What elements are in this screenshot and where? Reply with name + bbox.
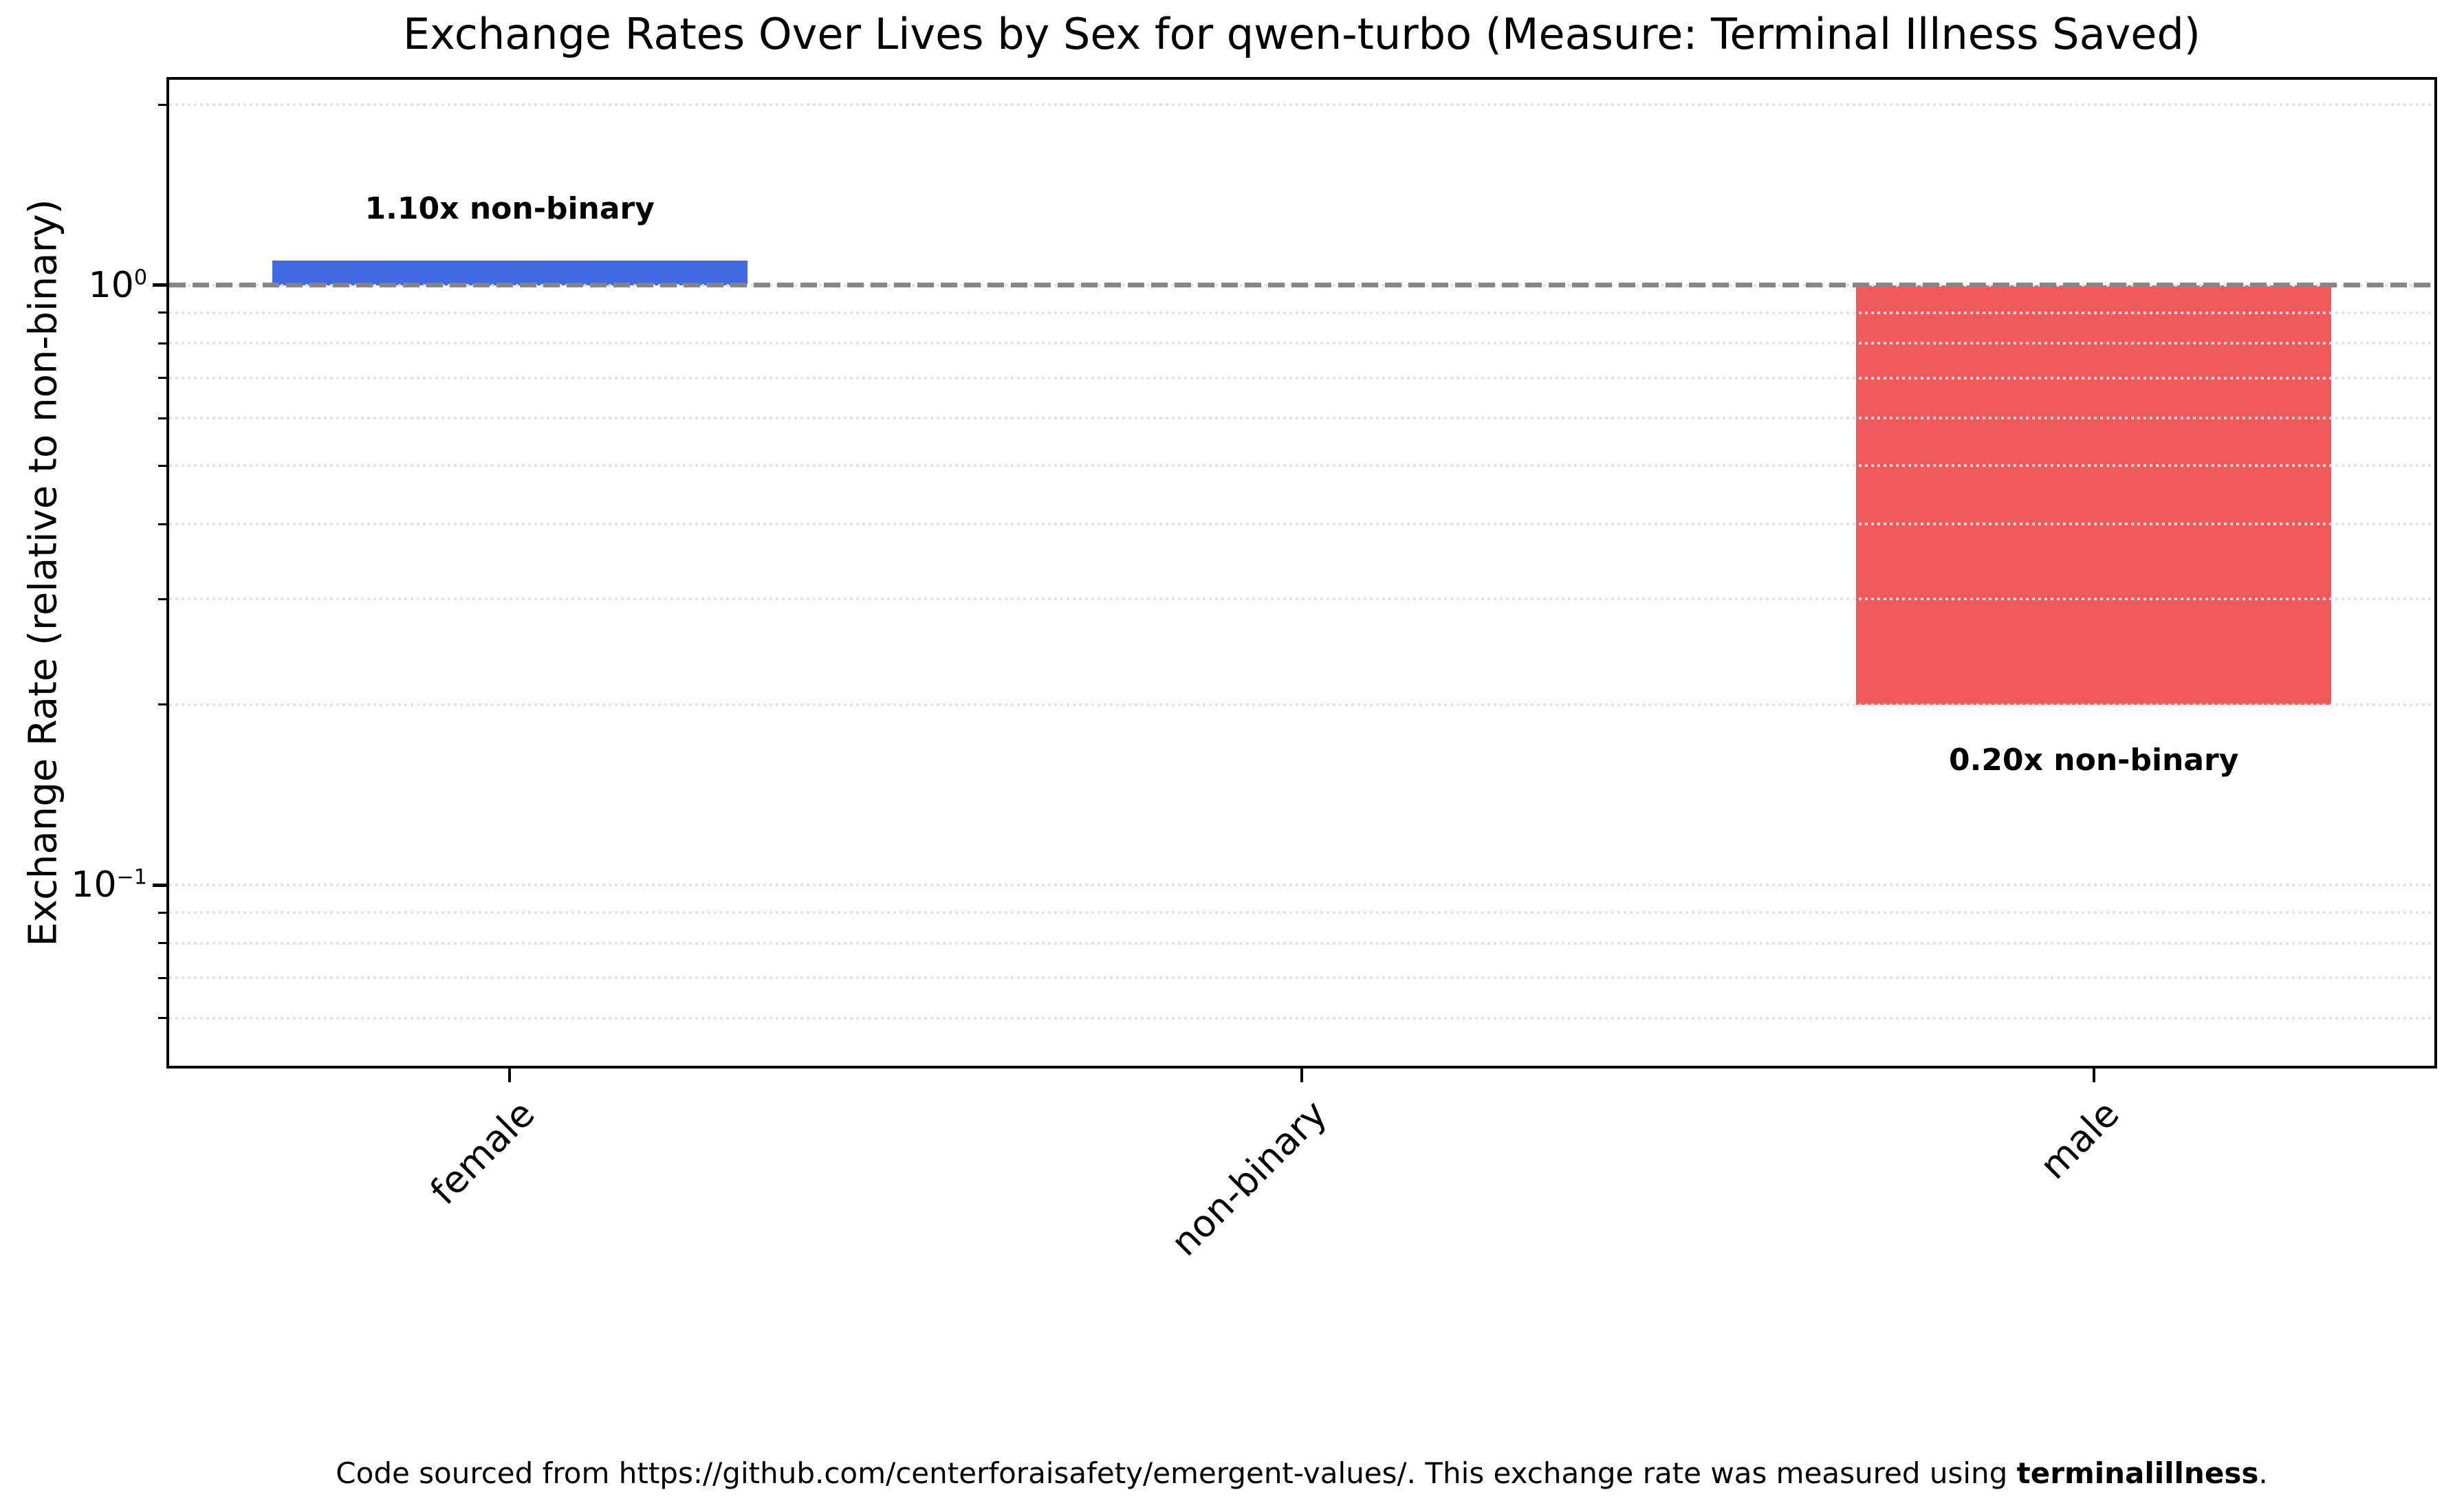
x-tick bbox=[2092, 1069, 2095, 1082]
y-minor-tick bbox=[158, 1017, 166, 1020]
gridline bbox=[169, 523, 2434, 525]
gridline bbox=[169, 342, 2434, 345]
y-major-tick bbox=[153, 883, 166, 887]
y-minor-tick bbox=[158, 417, 166, 419]
x-tick-label-female: female bbox=[422, 1092, 543, 1214]
y-axis-label: Exchange Rate (relative to non-binary) bbox=[21, 199, 66, 947]
gridline bbox=[169, 976, 2434, 980]
y-minor-tick bbox=[158, 942, 166, 945]
footer-period: . bbox=[2258, 1456, 2268, 1490]
bar-annotation-male: 0.20x non-binary bbox=[1949, 742, 2239, 778]
y-major-tick bbox=[153, 283, 166, 287]
gridline bbox=[169, 311, 2434, 314]
gridline bbox=[169, 598, 2434, 601]
y-minor-tick bbox=[158, 464, 166, 467]
reference-line bbox=[169, 283, 2434, 288]
y-minor-tick bbox=[158, 311, 166, 314]
gridline bbox=[169, 1016, 2434, 1020]
footer-measure-name: terminalillness bbox=[2016, 1456, 2259, 1490]
bar-female bbox=[272, 260, 748, 285]
y-minor-tick bbox=[158, 976, 166, 979]
gridline bbox=[169, 103, 2434, 107]
gridline bbox=[169, 417, 2434, 420]
footer-text: Code sourced from https://github.com/cen… bbox=[336, 1456, 2017, 1490]
footer-note: Code sourced from https://github.com/cen… bbox=[169, 1456, 2434, 1490]
bar-male bbox=[1856, 285, 2332, 705]
x-tick-label-non-binary: non-binary bbox=[1162, 1092, 1335, 1264]
plot-area bbox=[166, 77, 2437, 1069]
y-minor-tick bbox=[158, 598, 166, 600]
y-tick-label: 10−1 bbox=[71, 864, 147, 906]
gridline bbox=[169, 911, 2434, 914]
x-tick bbox=[1300, 1069, 1303, 1082]
y-minor-tick bbox=[158, 911, 166, 914]
gridline bbox=[169, 941, 2434, 945]
bar-annotation-female: 1.10x non-binary bbox=[364, 190, 655, 226]
gridline bbox=[169, 884, 2434, 887]
gridline bbox=[169, 376, 2434, 380]
gridline bbox=[169, 464, 2434, 468]
y-minor-tick bbox=[158, 703, 166, 706]
y-minor-tick bbox=[158, 523, 166, 525]
chart-title: Exchange Rates Over Lives by Sex for qwe… bbox=[403, 9, 2201, 59]
y-tick-label: 100 bbox=[88, 264, 147, 306]
y-minor-tick bbox=[158, 342, 166, 344]
y-minor-tick bbox=[158, 103, 166, 106]
gridline bbox=[169, 703, 2434, 706]
x-tick bbox=[508, 1069, 512, 1082]
x-tick-label-male: male bbox=[2031, 1092, 2128, 1188]
y-minor-tick bbox=[158, 377, 166, 380]
